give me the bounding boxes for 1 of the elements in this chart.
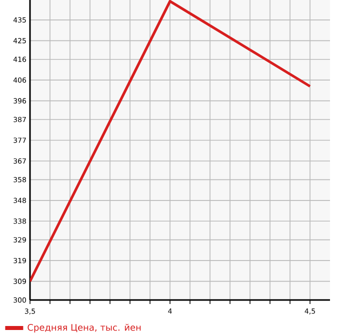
legend-label: Средняя Цена, тыс. йен [28, 324, 141, 333]
